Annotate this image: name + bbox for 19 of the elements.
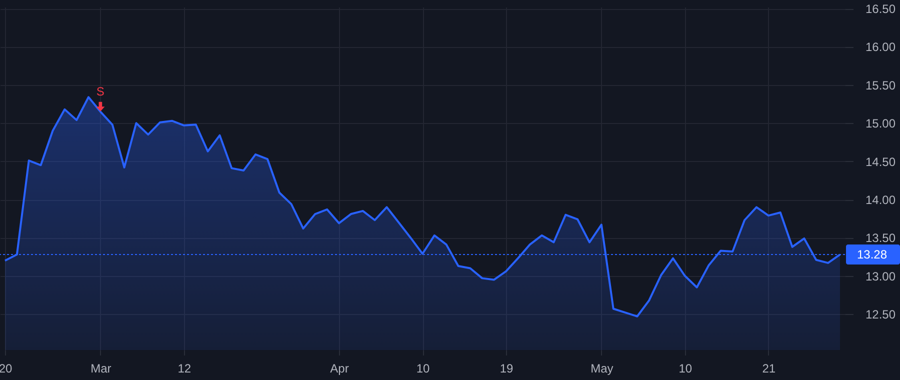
y-tick-label: 13.50: [866, 231, 896, 246]
x-tick-label: Apr: [330, 362, 349, 376]
annotation: S: [96, 84, 104, 99]
ref-line-label: 13.28: [857, 248, 888, 262]
x-tick-label: May: [590, 362, 614, 376]
y-tick-label: 12.50: [866, 308, 896, 322]
x-tick-label: 10: [416, 362, 430, 376]
y-tick-label: 15.50: [866, 78, 896, 92]
y-tick-label: 16.50: [866, 2, 896, 16]
x-tick-label: 12: [178, 362, 192, 376]
x-tick-label: 10: [678, 362, 692, 376]
y-tick-label: 13.00: [866, 269, 896, 284]
y-tick-label: 16.00: [866, 40, 896, 54]
y-tick-label: 15.00: [866, 116, 896, 131]
y-tick-label: 14.00: [866, 193, 896, 208]
x-tick-label: 19: [500, 362, 514, 376]
x-tick-label: Mar: [90, 362, 112, 376]
y-tick-label: 14.50: [866, 154, 896, 169]
x-tick-label: 21: [762, 362, 776, 376]
